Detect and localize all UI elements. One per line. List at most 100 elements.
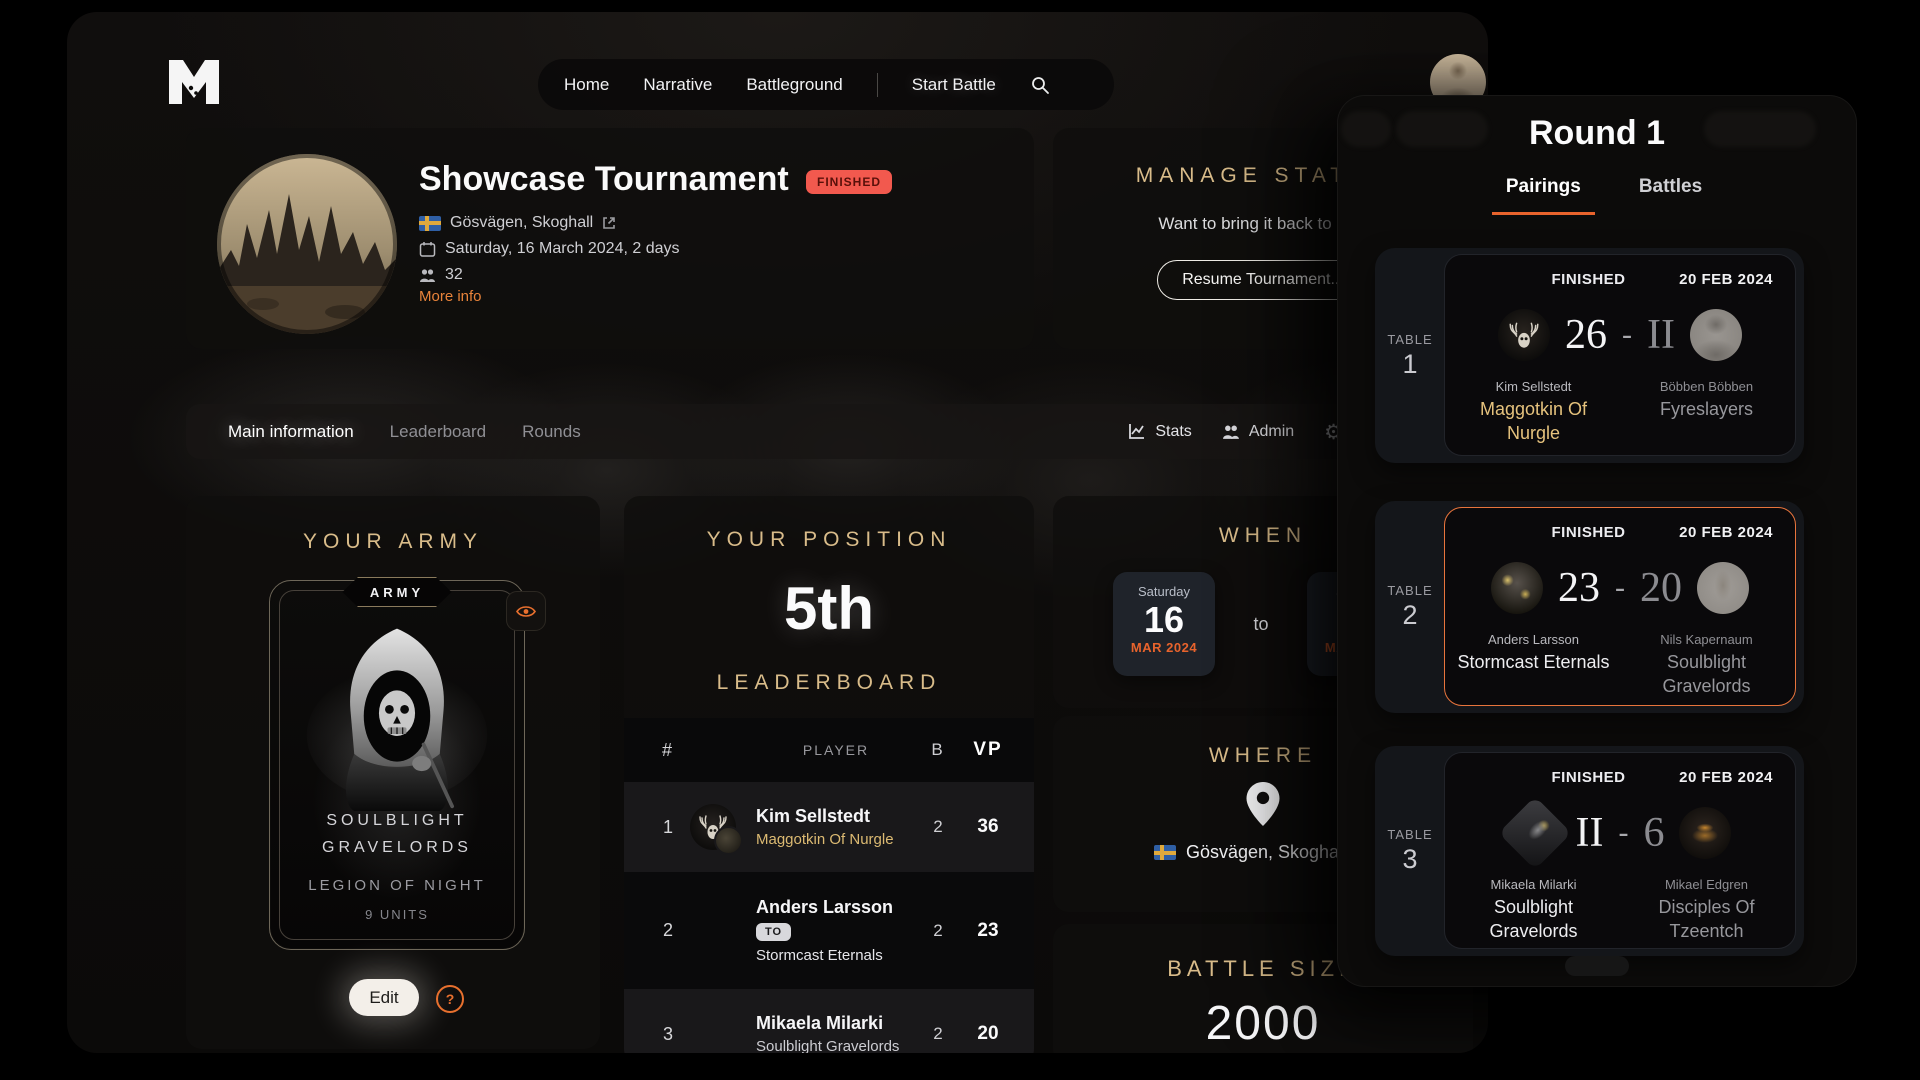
tab-rounds[interactable]: Rounds [522,421,581,441]
date-tile-start: Saturday 16 MAR 2024 [1113,572,1215,676]
match-player-name: Kim Sellstedt [1495,379,1572,394]
match-status: FINISHED [1551,524,1626,541]
leaderboard-row-1[interactable]: 1 Kim Sellstedt Maggotkin Of Nurgle 2 36 [624,782,1034,872]
calendar-icon [419,241,436,257]
nav-home[interactable]: Home [564,74,610,94]
ghost-nav-blob [1704,111,1816,147]
tournament-location: Gösvägen, Skoghall [450,214,594,231]
player-vp: 20 [977,1023,999,1044]
logo-m-icon [169,60,219,104]
leaderboard-header: # PLAYER B VP [624,718,1034,782]
admin-users-icon [1222,425,1239,439]
leaderboard-row-3[interactable]: 3 Mikaela Milarki Soulblight Gravelords … [624,989,1034,1053]
match-date: 20 FEB 2024 [1679,524,1773,541]
position-value: 5th [784,575,874,642]
army-banner: ARMY [342,577,452,607]
to-badge: TO [756,923,792,942]
col-b-header: B [931,740,945,759]
avatar-deer-skull [690,804,743,855]
your-army-title: YOUR ARMY [302,530,484,553]
tab-battles[interactable]: Battles [1638,176,1703,197]
match-player-faction: Maggotkin Of Nurgle [1479,398,1588,443]
tab-pairings[interactable]: Pairings [1491,176,1595,215]
col-rank-header: # [661,739,674,760]
round-tabs: Pairings Battles [1338,176,1856,215]
army-unit-card[interactable]: ARMY [269,577,546,950]
avatar-diamond-art [1497,796,1572,870]
more-info-link[interactable]: More info [419,288,482,305]
col-vp-header: VP [973,739,1003,760]
tab-main-information[interactable]: Main information [228,421,354,441]
admin-action[interactable]: Admin [1222,423,1294,441]
where-location-row[interactable]: Gösvägen, Skoghall [1053,842,1473,863]
manage-status-title: MANAGE STATUS [1135,164,1391,187]
manage-status-question: Want to bring it back to life? [1158,214,1368,233]
match-player-faction: Stormcast Eternals [1457,651,1610,672]
where-title: WHERE [1208,744,1318,767]
avatar-placeholder [1689,309,1742,361]
match-player-faction: Disciples Of Tzeentch [1658,896,1755,941]
tournament-header-card: Showcase Tournament FINISHED Gösvägen, S… [186,128,1034,349]
view-army-button[interactable] [506,591,546,631]
player-name: Mikaela Milarki [756,1013,884,1034]
match-card-3[interactable]: FINISHED 20 FEB 2024 II - 6 Mikaela Mila… [1444,752,1796,949]
match-player-name: Mikael Edgren [1664,877,1749,892]
tournament-location-row[interactable]: Gösvägen, Skoghall [419,214,616,232]
leaderboard-title: LEADERBOARD [716,671,942,694]
nav-battleground[interactable]: Battleground [746,74,843,94]
match-card-1[interactable]: FINISHED 20 FEB 2024 26 - II Kim Sellste… [1444,254,1796,456]
match-player-name: Nils Kapernaum [1660,632,1753,647]
score-left: II [1575,810,1604,856]
player-name: Anders Larsson [756,896,894,917]
main-window: Home Narrative Battleground Start Battle [67,12,1488,1053]
battle-size-value: 2000 [1205,997,1321,1050]
nav-narrative[interactable]: Narrative [643,74,713,94]
player-faction: Maggotkin Of Nurgle [756,830,894,848]
match-player-name: Anders Larsson [1487,632,1580,647]
table-rail: TABLE 2 [1387,583,1433,630]
match-date: 20 FEB 2024 [1679,769,1773,786]
tabs-actions: Stats Admin ⚙ [1127,420,1343,444]
app-logo[interactable] [165,58,223,106]
player-faction: Soulblight Gravelords [756,1037,900,1053]
avatar-tzeentch-art [1679,807,1732,859]
status-badge: FINISHED [806,170,893,194]
admin-label: Admin [1248,422,1295,440]
avatar-mini-badge [714,826,743,855]
external-link-icon [603,217,616,229]
nav-start-battle[interactable]: Start Battle [911,74,996,94]
sweden-flag-icon [419,215,441,231]
date-to-label: to [1253,613,1269,634]
match-card-2-highlighted[interactable]: FINISHED 20 FEB 2024 23 - 20 Anders Lars… [1444,507,1796,706]
when-title: WHEN [1218,524,1308,547]
army-subfaction: LEGION OF NIGHT [308,877,486,894]
tab-leaderboard[interactable]: Leaderboard [389,421,487,441]
score-right: 6 [1643,810,1665,856]
search-icon[interactable] [1030,75,1050,95]
match-status: FINISHED [1551,769,1626,786]
player-vp: 23 [977,919,999,941]
where-location: Gösvägen, Skoghall [1185,842,1348,862]
stats-action[interactable]: Stats [1127,422,1192,441]
eye-icon [516,605,536,617]
help-icon[interactable]: ? [436,985,464,1013]
top-nav: Home Narrative Battleground Start Battle [538,59,1114,110]
leaderboard-table: # PLAYER B VP 1 Kim Sellstedt [624,718,1034,1053]
your-position-card: YOUR POSITION 5th LEADERBOARD # PLAYER B… [624,496,1034,1053]
match-player-faction: Fyreslayers [1659,398,1753,419]
panel-footer-pill[interactable] [1565,956,1629,976]
army-units: 9 UNITS [365,907,429,922]
leaderboard-row-2[interactable]: 2 Anders Larsson TO Stormcast Eternals 2… [624,872,1034,989]
score-right: II [1647,312,1675,358]
round-title: Round 1 [1529,114,1665,152]
avatar-deer-skull [1498,309,1550,361]
army-faction: SOULBLIGHT GRAVELORDS [322,812,472,857]
your-position-title: YOUR POSITION [706,528,952,551]
edit-army-button[interactable]: Edit [349,979,419,1016]
player-b: 2 [933,817,943,836]
match-group-2: TABLE 2 FINISHED 20 FEB 2024 23 - 20 And… [1375,501,1804,713]
match-group-1: TABLE 1 FINISHED 20 FEB 2024 26 - II [1375,248,1804,463]
col-player-header: PLAYER [802,742,870,758]
match-date: 20 FEB 2024 [1679,271,1773,288]
sweden-flag-icon [1153,845,1176,860]
